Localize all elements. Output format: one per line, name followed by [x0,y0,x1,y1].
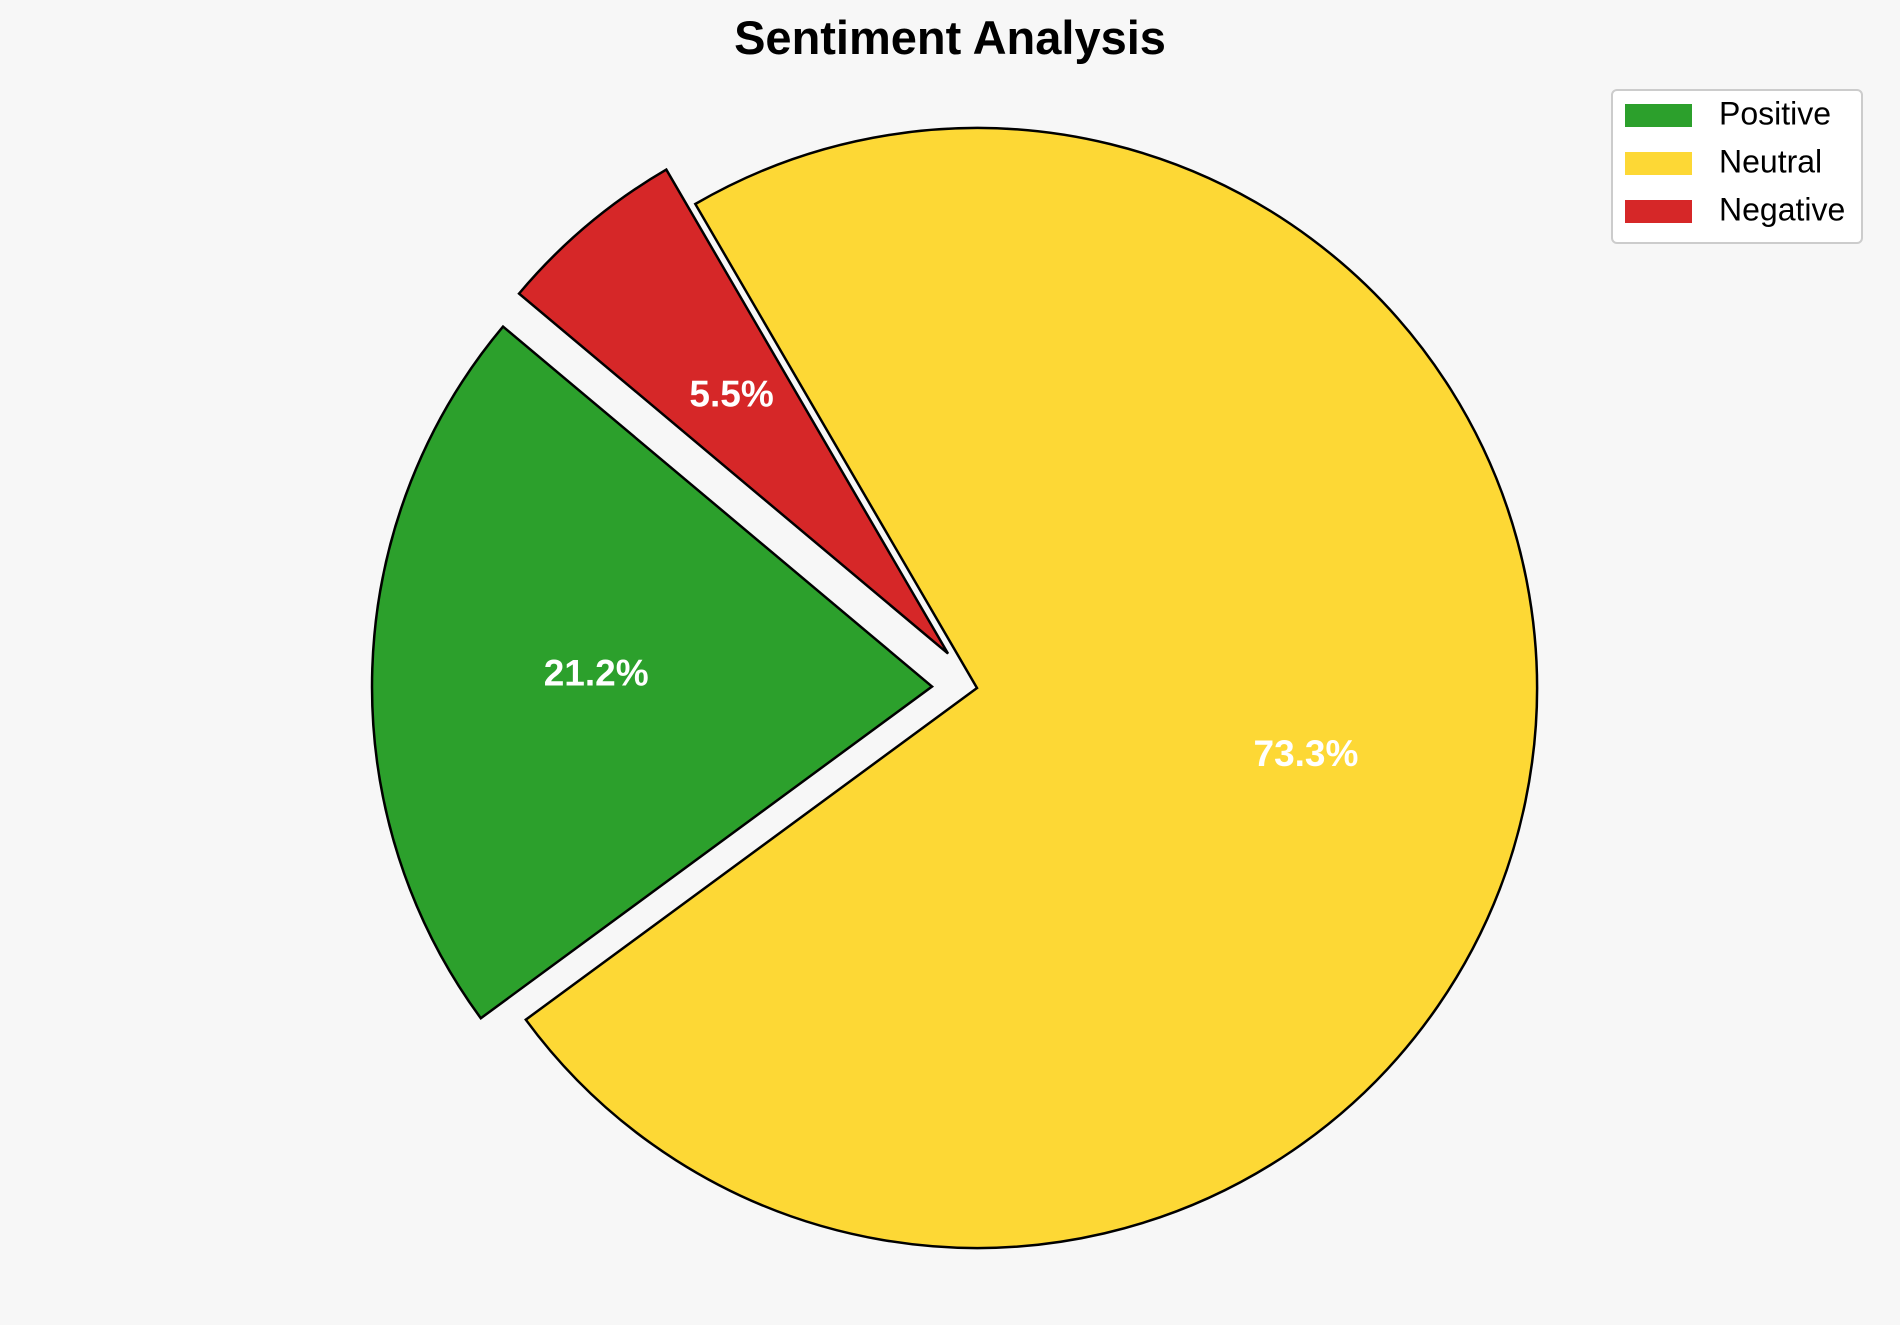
legend: Positive Neutral Negative [1611,89,1863,244]
legend-swatch-neutral [1625,152,1692,175]
pie-slice-negative [517,167,950,655]
legend-label-neutral: Neutral [1719,143,1822,179]
pie-slice-positive [370,324,935,1020]
legend-swatch-positive [1625,104,1692,127]
legend-swatch-negative [1625,200,1692,223]
slice-label-positive: 21.2% [544,653,649,694]
legend-label-negative: Negative [1719,191,1845,227]
slice-label-negative: 5.5% [689,373,773,414]
pie-slices [370,126,1539,1250]
pie-labels: 21.2% 73.3% 5.5% [544,373,1359,774]
legend-label-positive: Positive [1719,95,1831,131]
slice-label-neutral: 73.3% [1254,733,1359,774]
pie-slice-neutral [524,126,1539,1250]
chart-title: Sentiment Analysis [734,11,1166,64]
